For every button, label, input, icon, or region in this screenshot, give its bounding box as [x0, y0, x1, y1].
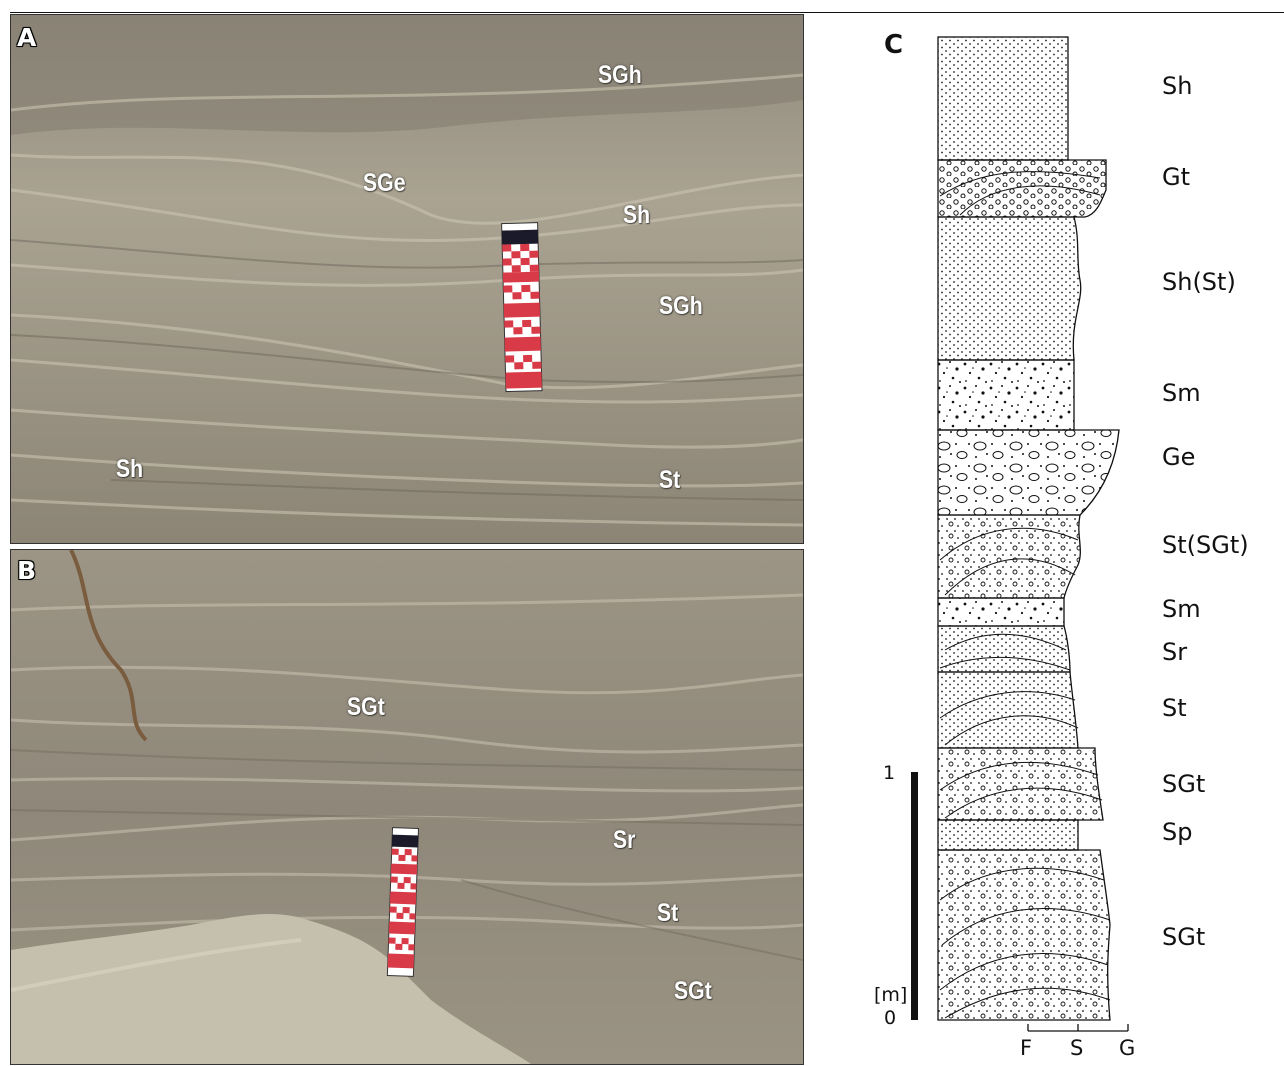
facies-label-b-sr: Sr [613, 826, 636, 854]
log-label-sm-lower: Sm [1162, 595, 1201, 623]
log-label-st-sgt: St(SGt) [1162, 531, 1249, 559]
grain-axis-g: G [1119, 1036, 1136, 1060]
facies-label-b-sgt-upper: SGt [347, 693, 385, 721]
figure-top-rule [10, 12, 1284, 13]
log-label-sm-upper: Sm [1162, 379, 1201, 407]
log-label-sgt-upper: SGt [1162, 770, 1206, 798]
log-label-sh-st: Sh(St) [1162, 268, 1236, 296]
panel-letter-c: C [884, 30, 904, 60]
grain-axis-f: F [1020, 1036, 1033, 1060]
grain-axis-s: S [1070, 1036, 1084, 1060]
scale-label-bottom: 0 [884, 1007, 897, 1029]
facies-label-a-sgh-lower: SGh [659, 292, 703, 320]
log-label-st: St [1162, 694, 1187, 722]
facies-label-a-sh-upper: Sh [623, 201, 651, 229]
facies-label-a-sge: SGe [363, 169, 406, 197]
log-label-gt: Gt [1162, 163, 1191, 191]
facies-label-a-sh-lower: Sh [116, 455, 144, 483]
scale-label-top: 1 [883, 762, 896, 784]
log-label-sgt-lower: SGt [1162, 923, 1206, 951]
log-label-sp: Sp [1162, 818, 1193, 846]
photo-panel-a: A SGh SGe Sh SGh Sh St [10, 14, 804, 544]
outcrop-photo-a [11, 15, 803, 543]
panel-letter-a: A [17, 23, 37, 52]
facies-label-a-st: St [659, 466, 681, 494]
outcrop-photo-b [11, 550, 803, 1064]
log-label-sh-top: Sh [1162, 72, 1193, 100]
photo-panel-b: B SGt Sr St SGt [10, 549, 804, 1065]
facies-label-b-st: St [657, 899, 679, 927]
panel-letter-b: B [17, 556, 37, 585]
facies-label-b-sgt-lower: SGt [674, 977, 712, 1005]
log-label-ge: Ge [1162, 443, 1196, 471]
facies-label-a-sgh-top: SGh [598, 61, 642, 89]
scale-label-unit: [m] [874, 984, 908, 1006]
log-label-sr: Sr [1162, 638, 1188, 666]
